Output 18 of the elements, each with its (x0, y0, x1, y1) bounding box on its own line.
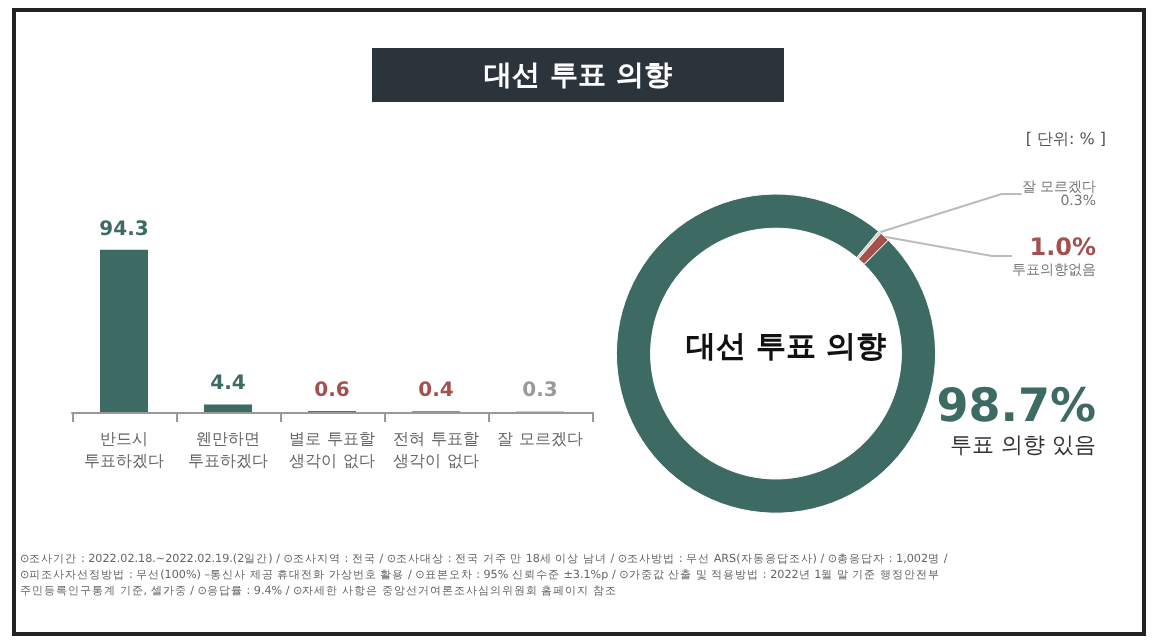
data-label: 0.6 (314, 379, 350, 402)
x-tick-label: 반드시 투표하겠다 (84, 430, 164, 470)
data-label: 4.4 (210, 373, 246, 396)
data-label: 1.0% (1029, 233, 1096, 261)
x-tick-label: 웬만하면 투표하겠다 (188, 430, 268, 470)
bar (100, 249, 148, 412)
data-label: 94.3 (99, 218, 149, 241)
x-tick-label: 전혀 투표할 생각이 없다 (393, 430, 479, 470)
x-tick-label: 잘 모르겠다 (497, 430, 583, 448)
data-label: 98.7% (936, 381, 1096, 433)
data-label: 0.3 (522, 380, 558, 403)
slice-label: 투표 의향 있음 (950, 432, 1096, 458)
data-label: 0.4 (418, 380, 454, 403)
chart-title: 대선 투표 의향 (372, 48, 784, 102)
x-tick-label: 별로 투표할 생각이 없다 (289, 430, 375, 470)
bar (204, 404, 252, 412)
text: 대선 투표 의향 (685, 328, 887, 364)
text: [ 단위: % ] (1025, 128, 1106, 150)
